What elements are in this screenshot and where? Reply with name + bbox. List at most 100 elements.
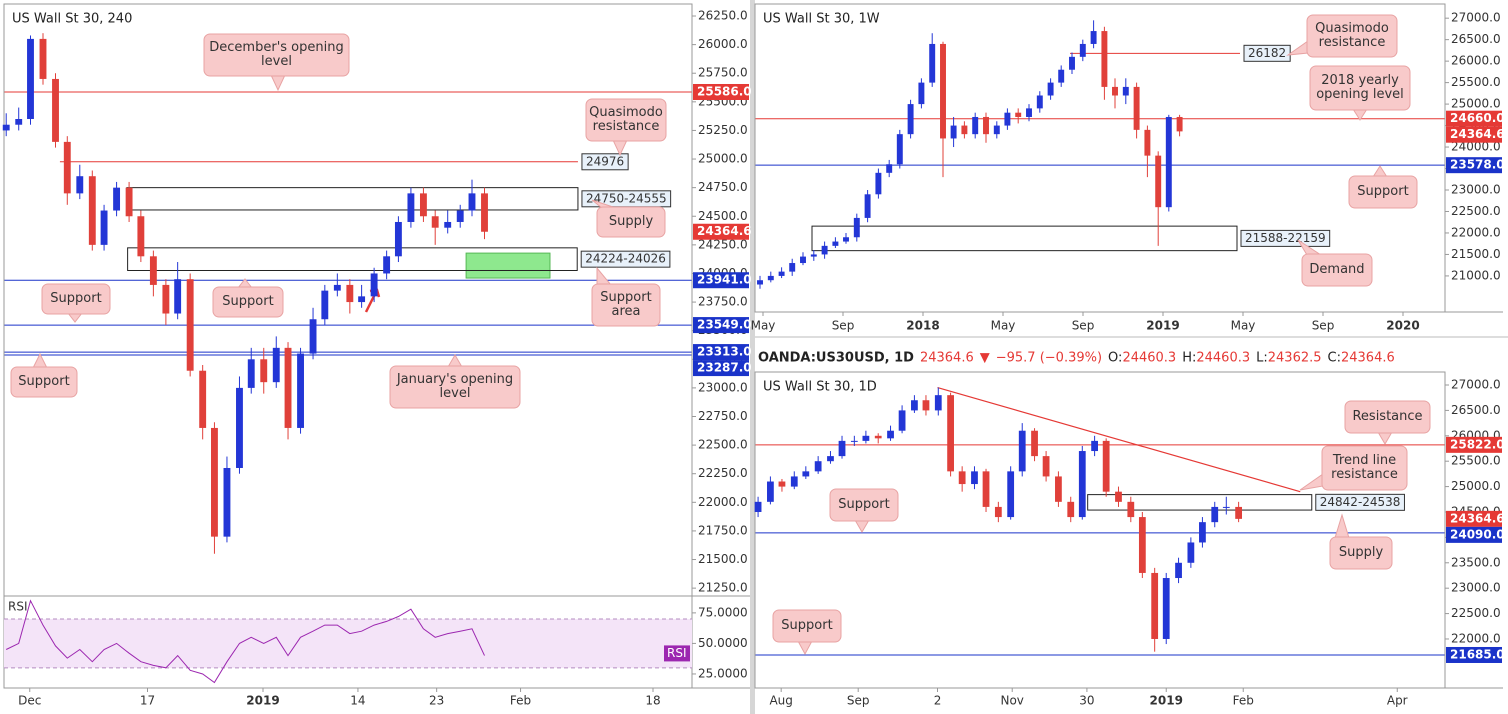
y-tick-label: 22000.0 xyxy=(1451,225,1501,239)
x-tick-label: Feb xyxy=(510,694,531,708)
candle-body xyxy=(961,125,968,135)
callout-text: Trend line resistance xyxy=(1331,453,1398,482)
candle-body xyxy=(1122,86,1129,96)
header-text: 24362.5 xyxy=(1268,351,1322,366)
x-tick-label: Feb xyxy=(1233,694,1254,708)
candle-body xyxy=(886,164,893,173)
x-tick-label: Sep xyxy=(1312,319,1335,333)
last-price-tag-label: 24364.6 xyxy=(1450,511,1505,525)
candle-body xyxy=(911,400,918,411)
candle-body xyxy=(419,193,427,217)
panel-separator xyxy=(750,0,755,714)
y-tick-label: 21500.0 xyxy=(1451,247,1501,261)
candle-body xyxy=(1090,31,1097,44)
candle-body xyxy=(864,194,871,218)
y-tick-label: 22000.0 xyxy=(1451,631,1501,645)
y-tick-label: 25500.0 xyxy=(1451,454,1501,468)
x-tick-label: 2019 xyxy=(1146,319,1179,333)
callout-text: Support xyxy=(781,618,833,633)
trend-line xyxy=(937,386,1301,493)
candle-body xyxy=(983,116,989,135)
level-tag-label: 23549.0 xyxy=(697,318,752,332)
indicator-tag xyxy=(664,645,690,662)
title-bg xyxy=(757,376,897,396)
zone-label: 24750-24555 xyxy=(586,191,667,205)
x-tick-label: Apr xyxy=(1387,694,1408,708)
x-tick-label: 2019 xyxy=(1150,694,1183,708)
callout-text: Support xyxy=(838,497,890,512)
level-tag xyxy=(1446,110,1502,127)
candle-body xyxy=(950,125,957,139)
level-tag xyxy=(693,272,749,289)
candle-body xyxy=(383,256,391,274)
x-tick-label: May xyxy=(751,319,776,333)
candle-body xyxy=(162,284,170,314)
y-tick-label: 24500.0 xyxy=(698,209,748,223)
callout-fill xyxy=(12,368,76,396)
candle-body xyxy=(1101,31,1108,87)
candle-body xyxy=(272,347,280,383)
candle-body xyxy=(1165,116,1172,208)
y-tick-label: 25.0000 xyxy=(698,666,748,680)
y-tick-label: 25250.0 xyxy=(698,123,748,137)
y-tick-label: 26500.0 xyxy=(1451,32,1501,46)
y-tick-label: 23000.0 xyxy=(698,380,748,394)
y-tick-label: 26250.0 xyxy=(698,9,748,23)
last-price-tag xyxy=(693,223,749,240)
candle-body xyxy=(1127,501,1135,518)
candle-body xyxy=(887,430,894,439)
chart-title: US Wall St 30, 1D xyxy=(763,380,877,395)
x-tick-label: Sep xyxy=(1072,319,1095,333)
candle-body xyxy=(113,187,121,211)
candle-body xyxy=(850,440,858,442)
y-tick-label: 24250.0 xyxy=(698,237,748,251)
candle-body xyxy=(1078,451,1086,518)
chart-title: US Wall St 30, 1W xyxy=(763,12,880,27)
callout-fill xyxy=(598,208,664,236)
callout-text: Quasimodo resistance xyxy=(589,105,663,134)
candle-body xyxy=(444,221,452,228)
zone-label-box xyxy=(1315,493,1405,511)
last-price-tag-label: 24364.6 xyxy=(697,224,752,238)
x-tick-label: May xyxy=(991,319,1016,333)
candle-body xyxy=(875,172,882,195)
highlight-area xyxy=(465,252,551,279)
candle-body xyxy=(1151,572,1159,639)
candle-body xyxy=(767,275,774,281)
rsi-band xyxy=(4,618,692,668)
chart-title: US Wall St 30, 240 xyxy=(12,12,132,27)
candle-body xyxy=(898,410,906,431)
header-text: OANDA:US30USD, 1D xyxy=(758,351,914,366)
x-tick-label: 2020 xyxy=(1386,319,1419,333)
y-tick-label: 21750.0 xyxy=(698,523,748,537)
y-tick-label: 23750.0 xyxy=(698,295,748,309)
candle-body xyxy=(27,38,34,119)
y-tick-label: 21500.0 xyxy=(698,552,748,566)
y-tick-label: 26500.0 xyxy=(1451,403,1501,417)
candle-body xyxy=(370,273,378,297)
zone-label: 24224-24026 xyxy=(585,252,666,266)
candle-body xyxy=(199,370,207,428)
level-label: 24976 xyxy=(586,154,624,168)
callout-text: Support xyxy=(18,374,70,389)
candle-body xyxy=(346,284,354,303)
x-tick-label: May xyxy=(1231,319,1256,333)
candle-body xyxy=(947,395,954,472)
candle-body xyxy=(223,467,231,537)
candle-body xyxy=(1007,471,1015,518)
callout-fill xyxy=(831,490,897,520)
x-tick-label: Dec xyxy=(18,694,41,708)
y-tick-label: 50.0000 xyxy=(698,636,748,650)
candle-body xyxy=(994,506,1002,518)
y-tick-label: 22500.0 xyxy=(698,438,748,452)
header-text: L: xyxy=(1256,351,1268,366)
level-tag-label: 23578.0 xyxy=(1450,158,1505,172)
candle-body xyxy=(800,256,806,264)
y-tick-label: 25000.0 xyxy=(1451,97,1501,111)
candle-body xyxy=(76,176,84,194)
callout-text: Support xyxy=(1357,184,1409,199)
level-tag-label: 24660.0 xyxy=(1450,111,1505,125)
candle-body xyxy=(1004,112,1011,126)
callout-text: January's opening level xyxy=(396,372,514,401)
